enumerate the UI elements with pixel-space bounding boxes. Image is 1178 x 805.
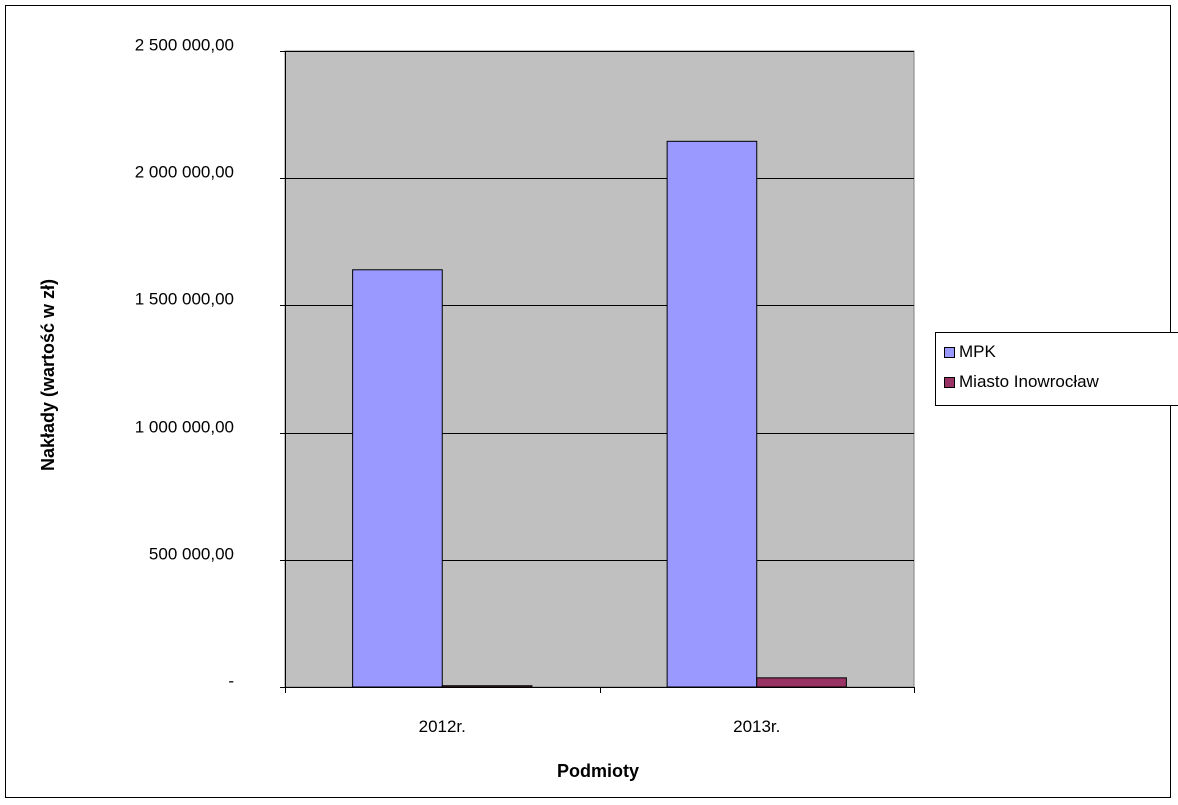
bar-mpk-2013r bbox=[666, 140, 758, 688]
y-tick-label: 1 000 000,00 bbox=[135, 418, 234, 437]
y-tick-label: 2 500 000,00 bbox=[135, 36, 234, 55]
x-tick-labels: 2012r. 2013r. bbox=[419, 717, 781, 736]
x-tick-label: 2013r. bbox=[733, 717, 780, 736]
y-tick-label: 2 000 000,00 bbox=[135, 163, 234, 182]
x-tick-label: 2012r. bbox=[419, 717, 466, 736]
x-axis-title: Podmioty bbox=[557, 761, 639, 781]
y-tick-label: 500 000,00 bbox=[149, 545, 234, 564]
bar-miasto-inowrocław-2012r bbox=[441, 685, 533, 688]
legend-swatch-mpk bbox=[944, 346, 955, 358]
legend-item-mpk: MPK bbox=[944, 341, 996, 363]
y-axis-title: Nakłady (wartość w zł) bbox=[38, 279, 58, 471]
y-tick-labels: - 500 000,00 1 000 000,00 1 500 000,00 2 000… bbox=[135, 36, 234, 691]
axes bbox=[280, 51, 915, 693]
bar-miasto-inowrocław-2013r bbox=[756, 677, 847, 688]
legend-swatch-miasto-inowroclaw bbox=[944, 376, 955, 388]
legend-label-mpk: MPK bbox=[959, 342, 996, 361]
legend-item-miasto-inowroclaw: Miasto Inowrocław bbox=[944, 371, 1099, 393]
bar-mpk-2012r bbox=[352, 269, 443, 688]
bars bbox=[352, 140, 847, 688]
y-tick-label: 1 500 000,00 bbox=[135, 290, 234, 309]
y-tick-label: - bbox=[228, 672, 234, 691]
legend: MPK Miasto Inowrocław bbox=[935, 332, 1178, 406]
legend-label-miasto-inowroclaw: Miasto Inowrocław bbox=[959, 372, 1099, 391]
